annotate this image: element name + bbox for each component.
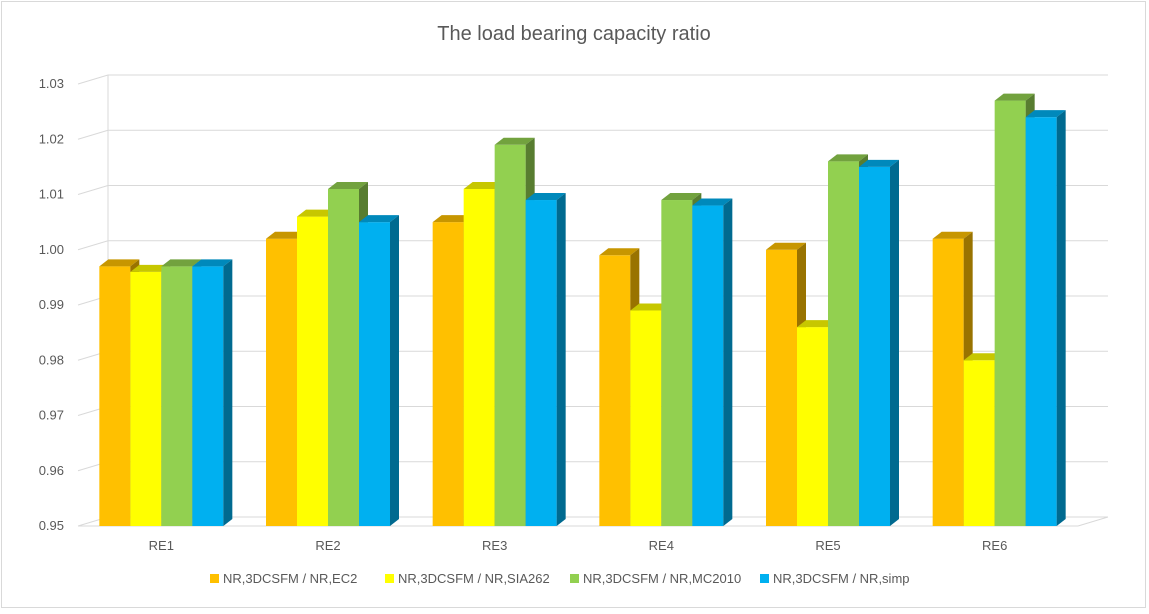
bar-top (525, 193, 566, 201)
bar-top (297, 209, 337, 217)
legend-swatch (570, 574, 579, 583)
legend-item-3: NR,3DCSFM / NR,MC2010 (570, 571, 741, 586)
bar-top (130, 264, 171, 272)
gridline-diagonal (77, 185, 109, 195)
chart-title: The load bearing capacity ratio (437, 23, 711, 45)
bar-front (630, 310, 662, 526)
bar-top (328, 181, 368, 189)
y-tick-label: 0.95 (39, 518, 64, 533)
bar-top (692, 198, 733, 206)
y-tick-label: 0.99 (39, 297, 64, 312)
x-tick-label: RE1 (149, 538, 174, 553)
y-tick-label: 1.02 (39, 131, 64, 146)
bar-side (223, 259, 233, 526)
bar-front (161, 266, 193, 526)
bar-front (599, 255, 631, 526)
floor-right-edge (1077, 516, 1109, 527)
bar-top (963, 353, 1004, 361)
x-tick-label: RE3 (482, 538, 507, 553)
bar-front (692, 205, 724, 527)
bar-front (494, 144, 526, 526)
bar-top (766, 242, 806, 250)
bar-top (599, 248, 640, 256)
legend-swatch (385, 574, 394, 583)
y-tick-label: 0.98 (39, 352, 64, 367)
legend-swatch (760, 574, 769, 583)
bar-front (297, 216, 328, 526)
bar-front (994, 100, 1026, 526)
bar-RE2-series-4 (359, 215, 399, 526)
y-tick-label: 1.00 (39, 242, 64, 257)
y-tick-label: 0.96 (39, 463, 64, 478)
bar-side (556, 193, 566, 526)
bar-front (525, 200, 557, 526)
bar-front (192, 266, 224, 526)
bar-front (1025, 117, 1057, 527)
legend-item-2: NR,3DCSFM / NR,SIA262 (385, 571, 550, 586)
bar-RE6-series-4 (1025, 110, 1066, 527)
gridline-diagonal (77, 240, 109, 251)
x-tick-label: RE5 (815, 538, 840, 553)
y-tick-label: 1.01 (39, 187, 64, 202)
gridline-diagonal (77, 129, 109, 140)
bar-top (859, 159, 899, 167)
bar-side (1056, 110, 1066, 527)
bar-front (432, 222, 464, 526)
bar-front (797, 327, 828, 526)
bar-front (328, 188, 359, 526)
bar-top (359, 215, 399, 223)
bar-front (130, 271, 162, 526)
bar-front (859, 166, 890, 526)
bar-side (390, 215, 399, 526)
legend-label: NR,3DCSFM / NR,SIA262 (398, 571, 550, 586)
bar-RE4-series-4 (692, 198, 733, 527)
bar-top (266, 231, 306, 239)
bar-front (359, 222, 390, 526)
bar-top (1025, 110, 1066, 118)
y-axis: 0.95 0.96 0.97 0.98 0.99 1.00 1.01 1.02 1.03 (39, 76, 64, 533)
legend-swatch (210, 574, 219, 583)
bar-front (828, 161, 859, 526)
bars (99, 93, 1066, 527)
bar-front (932, 238, 964, 526)
bar-side (723, 198, 733, 527)
bar-top (661, 193, 702, 201)
bar-top (161, 259, 202, 267)
bar-top (828, 154, 868, 162)
legend-item-1: NR,3DCSFM / NR,EC2 (210, 571, 357, 586)
legend-label: NR,3DCSFM / NR,simp (773, 571, 910, 586)
x-axis: RE1 RE2 RE3 RE4 RE5 RE6 (149, 538, 1008, 553)
bar-top (432, 215, 473, 223)
bar-top (99, 259, 140, 267)
bar-front (963, 360, 995, 526)
legend: NR,3DCSFM / NR,EC2 NR,3DCSFM / NR,SIA262 N… (210, 571, 910, 586)
gridline-diagonal (77, 74, 109, 85)
bar-top (630, 303, 671, 311)
bar-front (99, 266, 131, 526)
x-tick-label: RE6 (982, 538, 1007, 553)
y-tick-label: 0.97 (39, 408, 64, 423)
bar-RE1-series-4 (192, 259, 233, 526)
legend-label: NR,3DCSFM / NR,MC2010 (583, 571, 741, 586)
bar-top (463, 181, 504, 189)
x-tick-label: RE2 (315, 538, 340, 553)
bar-top (932, 231, 973, 239)
bar-top (797, 320, 837, 328)
bar-side (890, 159, 899, 526)
bar-top (494, 137, 535, 145)
bar-front (766, 249, 797, 526)
bar-RE3-series-4 (525, 193, 566, 526)
legend-item-4: NR,3DCSFM / NR,simp (760, 571, 910, 586)
bar-front (661, 200, 693, 526)
bar-top (994, 93, 1035, 101)
legend-label: NR,3DCSFM / NR,EC2 (223, 571, 357, 586)
bar-RE5-series-4 (859, 159, 899, 526)
bar-front (463, 188, 495, 526)
bar-front (266, 238, 297, 526)
y-tick-label: 1.03 (39, 76, 64, 91)
x-tick-label: RE4 (649, 538, 674, 553)
bar-top (192, 259, 233, 267)
